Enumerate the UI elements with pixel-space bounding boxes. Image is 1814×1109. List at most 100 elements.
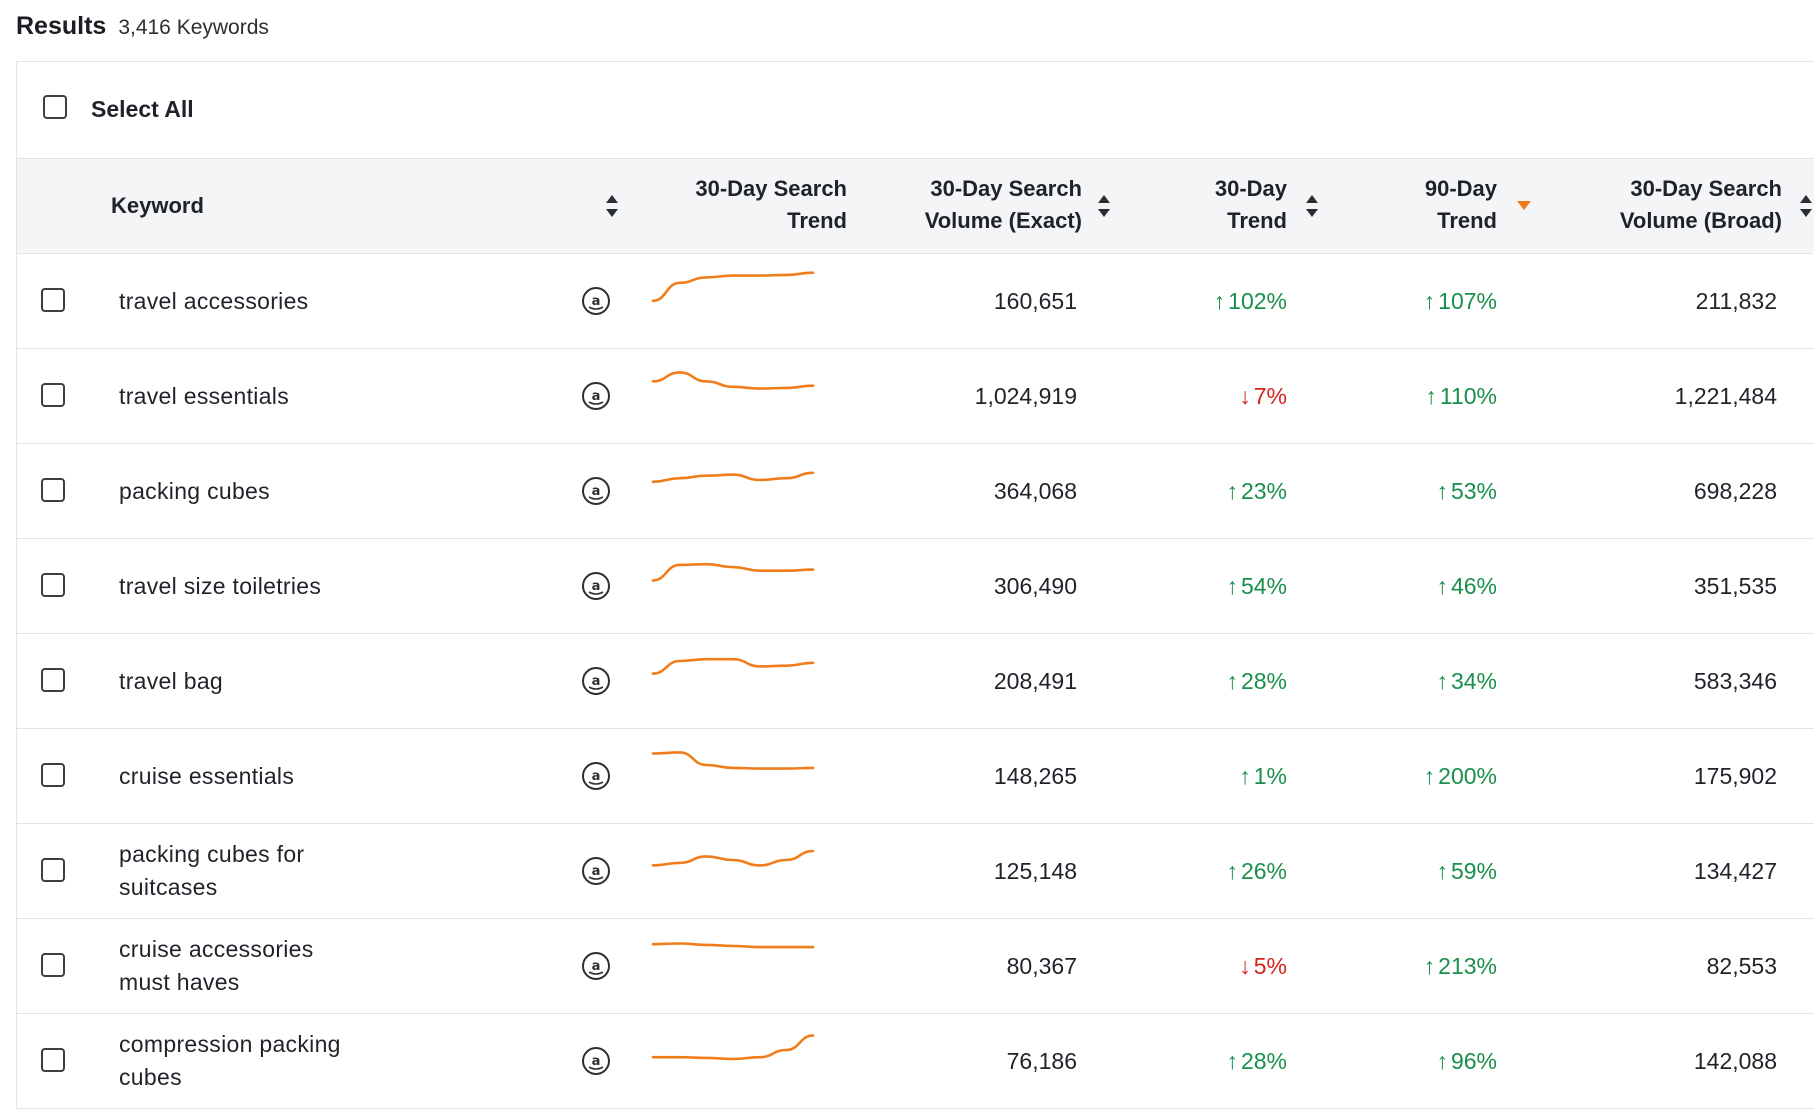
volume-broad-cell: 351,535	[1693, 573, 1777, 599]
col-90day-trend[interactable]: 90-Day Trend	[1424, 176, 1497, 233]
results-header: Results 3,416 Keywords	[16, 12, 269, 41]
arrow-up-icon: ↑	[1226, 858, 1238, 884]
volume-exact-cell: 160,651	[993, 288, 1077, 314]
select-all-label[interactable]: Select All	[91, 96, 194, 122]
sparkline-line	[651, 371, 815, 390]
trend-30day-cell: ↑ 23%	[1127, 444, 1287, 538]
row-checkbox[interactable]	[41, 288, 65, 312]
amazon-icon: a	[582, 382, 610, 410]
sparkline-chart	[651, 1034, 815, 1061]
col-volume-exact[interactable]: 30-Day Search Volume (Exact)	[924, 176, 1082, 233]
keyword-count: 3,416 Keywords	[118, 16, 269, 39]
trend-30day-cell: ↑ 1%	[1127, 729, 1287, 823]
table-row: packing cubes a 364,068 ↑ 23% ↑ 53% 698,22…	[17, 444, 1814, 539]
sparkline-chart	[651, 471, 815, 484]
table-row: travel size toiletries a 306,490 ↑ 54% ↑ 4…	[17, 539, 1814, 634]
amazon-icon: a	[582, 667, 610, 695]
sparkline-line	[651, 942, 815, 949]
trend-90day-cell: ↑ 213%	[1337, 919, 1497, 1013]
arrow-up-icon: ↑	[1226, 573, 1238, 599]
keyword-cell[interactable]: travel essentials	[119, 382, 290, 409]
row-checkbox[interactable]	[41, 953, 65, 977]
keyword-cell[interactable]: cruise accessories must haves	[119, 936, 314, 995]
svg-text:a: a	[592, 674, 601, 689]
arrow-up-icon: ↑	[1436, 858, 1448, 884]
sparkline-chart	[651, 751, 815, 770]
volume-exact-cell: 125,148	[993, 858, 1077, 884]
sparkline-line	[651, 271, 815, 303]
svg-text:a: a	[592, 484, 601, 499]
sparkline-line	[651, 1034, 815, 1061]
sparkline-chart	[651, 271, 815, 303]
arrow-up-icon: ↑	[1423, 763, 1436, 789]
arrow-up-icon: ↑	[1423, 288, 1436, 314]
arrow-up-icon: ↑	[1425, 383, 1437, 409]
amazon-icon: a	[582, 1047, 610, 1075]
trend-30day-cell: ↑ 54%	[1127, 539, 1287, 633]
col-volume-broad[interactable]: 30-Day Search Volume (Broad)	[1619, 176, 1782, 233]
arrow-up-icon: ↑	[1213, 288, 1226, 314]
keyword-cell[interactable]: compression packing cubes	[119, 1031, 341, 1090]
keyword-cell[interactable]: packing cubes	[119, 477, 270, 504]
select-all-checkbox[interactable]	[43, 95, 67, 119]
col-30day-trend[interactable]: 30-Day Trend	[1214, 176, 1287, 233]
sort-volume-exact-icon[interactable]	[1097, 193, 1111, 219]
table-row: travel essentials a 1,024,919 ↓ 7% ↑ 110% …	[17, 349, 1814, 444]
trend-90day-cell: ↑ 46%	[1337, 539, 1497, 633]
keyword-cell[interactable]: travel bag	[119, 667, 224, 694]
arrow-up-icon: ↑	[1436, 478, 1448, 504]
row-checkbox[interactable]	[41, 858, 65, 882]
table-row: travel bag a 208,491 ↑ 28% ↑ 34% 583,346	[17, 634, 1814, 729]
volume-exact-cell: 364,068	[993, 478, 1077, 504]
row-checkbox[interactable]	[41, 383, 65, 407]
arrow-up-icon: ↑	[1239, 763, 1251, 789]
sparkline-chart	[651, 657, 815, 675]
sort-30day-trend-icon[interactable]	[1305, 193, 1319, 219]
table-row: packing cubes for suitcases a 125,148 ↑ 2…	[17, 824, 1814, 919]
sparkline-line	[651, 657, 815, 675]
keyword-cell[interactable]: travel accessories	[119, 287, 309, 314]
table-header: Keyword 30-Day Search Trend 30-Day Searc…	[17, 159, 1814, 254]
trend-90day-cell: ↑ 96%	[1337, 1014, 1497, 1108]
amazon-icon: a	[582, 952, 610, 980]
sparkline-chart	[651, 562, 815, 582]
volume-exact-cell: 80,367	[1006, 953, 1077, 979]
row-checkbox[interactable]	[41, 1048, 65, 1072]
volume-exact-cell: 306,490	[993, 573, 1077, 599]
sort-volume-broad-icon[interactable]	[1799, 193, 1813, 219]
volume-broad-cell: 583,346	[1693, 668, 1777, 694]
trend-30day-cell: ↓ 7%	[1127, 349, 1287, 443]
amazon-icon: a	[582, 477, 610, 505]
trend-30day-cell: ↑ 28%	[1127, 1014, 1287, 1108]
table-row: cruise accessories must haves a 80,367 ↓…	[17, 919, 1814, 1014]
svg-text:a: a	[592, 579, 601, 594]
volume-exact-cell: 1,024,919	[974, 383, 1077, 409]
sort-keyword-icon[interactable]	[605, 193, 619, 219]
row-checkbox[interactable]	[41, 478, 65, 502]
row-checkbox[interactable]	[41, 668, 65, 692]
sort-90day-trend-desc-icon[interactable]	[1517, 201, 1531, 210]
arrow-up-icon: ↑	[1436, 573, 1448, 599]
keyword-cell[interactable]: cruise essentials	[119, 762, 295, 789]
trend-90day-cell: ↑ 59%	[1337, 824, 1497, 918]
volume-exact-cell: 208,491	[993, 668, 1077, 694]
keyword-cell[interactable]: travel size toiletries	[119, 572, 322, 599]
amazon-icon: a	[582, 857, 610, 885]
svg-text:a: a	[592, 389, 601, 404]
arrow-up-icon: ↑	[1226, 1048, 1238, 1074]
table-row: travel accessories a 160,651 ↑ 102% ↑ 107%…	[17, 254, 1814, 349]
page-title: Results	[16, 12, 107, 40]
sparkline-chart	[651, 371, 815, 390]
volume-exact-cell: 148,265	[993, 763, 1077, 789]
table-row: cruise essentials a 148,265 ↑ 1% ↑ 200% 17…	[17, 729, 1814, 824]
arrow-down-icon: ↓	[1239, 953, 1251, 979]
row-checkbox[interactable]	[41, 763, 65, 787]
amazon-icon: a	[582, 572, 610, 600]
keyword-cell[interactable]: packing cubes for suitcases	[119, 841, 305, 900]
volume-broad-cell: 211,832	[1695, 288, 1777, 314]
sparkline-line	[651, 562, 815, 582]
trend-30day-cell: ↑ 26%	[1127, 824, 1287, 918]
row-checkbox[interactable]	[41, 573, 65, 597]
col-keyword[interactable]: Keyword	[111, 193, 204, 218]
trend-90day-cell: ↑ 107%	[1337, 254, 1497, 348]
